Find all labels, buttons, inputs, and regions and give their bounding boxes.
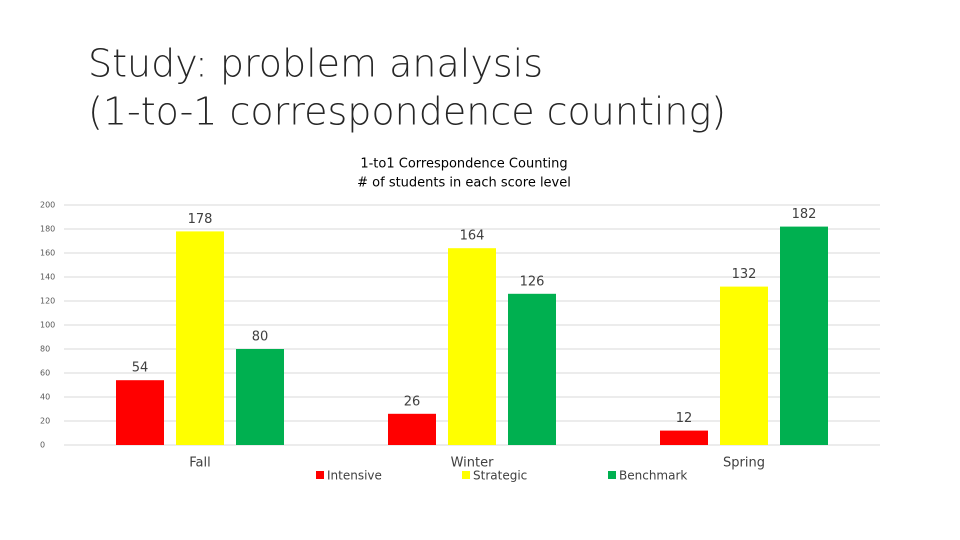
- legend-label: Strategic: [473, 469, 527, 483]
- bar: [236, 349, 284, 445]
- value-label: 132: [732, 267, 757, 282]
- value-label: 80: [252, 330, 269, 345]
- y-tick-label: 140: [40, 273, 55, 282]
- bar: [508, 293, 556, 445]
- value-label: 182: [792, 207, 817, 222]
- value-label: 26: [404, 394, 421, 409]
- y-tick-label: 60: [40, 369, 50, 378]
- y-tick-label: 100: [40, 321, 55, 330]
- value-label: 12: [676, 411, 693, 426]
- y-tick-label: 20: [40, 417, 50, 426]
- legend-label: Intensive: [327, 469, 382, 483]
- x-tick-label: Fall: [189, 456, 210, 471]
- slide-title-line: Study: problem analysis: [88, 42, 543, 86]
- bar: [388, 413, 436, 445]
- y-tick-label: 40: [40, 393, 50, 402]
- x-tick-label: Spring: [723, 456, 765, 471]
- y-tick-label: 160: [40, 249, 55, 258]
- value-label: 54: [132, 361, 149, 376]
- value-label: 126: [520, 274, 545, 289]
- bar: [448, 248, 496, 445]
- slide-title-line: (1-to-1 correspondence counting): [88, 90, 726, 134]
- y-tick-label: 200: [40, 201, 55, 210]
- bar: [780, 226, 828, 445]
- y-tick-label: 80: [40, 345, 50, 354]
- x-tick-label: Winter: [451, 456, 495, 471]
- chart-subtitle: # of students in each score level: [357, 176, 571, 191]
- y-tick-label: 180: [40, 225, 55, 234]
- legend-swatch: [462, 471, 470, 479]
- value-label: 164: [460, 229, 485, 244]
- bar: [720, 286, 768, 445]
- legend-label: Benchmark: [619, 469, 687, 483]
- y-tick-label: 0: [40, 441, 45, 450]
- legend-swatch: [608, 471, 616, 479]
- bar: [660, 430, 708, 445]
- chart-title: 1-to1 Correspondence Counting: [360, 157, 567, 172]
- bar: [176, 231, 224, 445]
- value-label: 178: [188, 212, 213, 227]
- y-tick-label: 120: [40, 297, 55, 306]
- bar: [116, 380, 164, 445]
- legend-swatch: [316, 471, 324, 479]
